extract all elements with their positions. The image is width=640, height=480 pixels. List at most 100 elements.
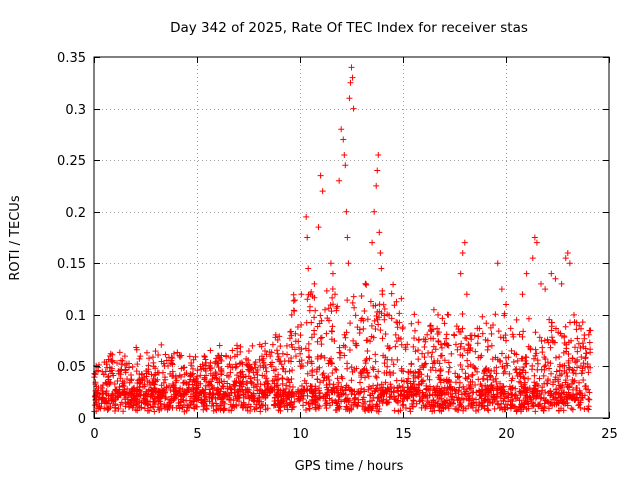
data-point: [362, 280, 369, 287]
data-point: [468, 336, 475, 343]
data-point: [111, 380, 118, 387]
data-point: [260, 390, 267, 397]
data-point: [569, 386, 576, 393]
data-point: [103, 361, 110, 368]
data-point: [375, 408, 382, 415]
data-point: [385, 345, 392, 352]
data-point: [105, 405, 112, 412]
data-point: [332, 291, 339, 298]
data-point: [440, 377, 447, 384]
data-point: [482, 366, 489, 373]
data-point: [133, 368, 140, 375]
data-point: [113, 387, 120, 394]
data-point: [229, 347, 236, 354]
data-point: [428, 353, 435, 360]
data-point: [191, 378, 198, 385]
data-point: [580, 376, 587, 383]
data-point: [439, 315, 446, 322]
data-point: [459, 249, 466, 256]
data-point: [214, 379, 221, 386]
data-point: [107, 350, 114, 357]
data-point: [547, 360, 554, 367]
data-point: [543, 380, 550, 387]
data-point: [253, 401, 260, 408]
data-point: [372, 302, 379, 309]
data-point: [542, 397, 549, 404]
data-point: [333, 366, 340, 373]
data-point: [536, 402, 543, 409]
data-point: [149, 354, 156, 361]
data-point: [329, 323, 336, 330]
data-point: [520, 328, 527, 335]
data-point: [366, 355, 373, 362]
data-point: [500, 383, 507, 390]
y-tick-label: 0: [78, 412, 86, 427]
data-point: [170, 350, 177, 357]
data-point: [348, 364, 355, 371]
data-point: [432, 402, 439, 409]
data-point: [203, 393, 210, 400]
data-point: [271, 397, 278, 404]
data-point: [524, 386, 531, 393]
data-point: [453, 387, 460, 394]
data-point: [152, 348, 159, 355]
data-point: [317, 312, 324, 319]
data-point: [203, 406, 210, 413]
data-point: [317, 395, 324, 402]
data-point: [444, 342, 451, 349]
data-point: [133, 346, 140, 353]
data-point: [281, 389, 288, 396]
data-point: [513, 407, 520, 414]
data-point: [296, 397, 303, 404]
data-point: [203, 372, 210, 379]
data-point: [474, 368, 481, 375]
data-point: [502, 354, 509, 361]
data-point: [132, 406, 139, 413]
data-point: [320, 370, 327, 377]
data-point: [545, 376, 552, 383]
data-point: [99, 388, 106, 395]
data-point: [339, 386, 346, 393]
data-point: [181, 371, 188, 378]
data-point: [474, 340, 481, 347]
data-point: [181, 401, 188, 408]
data-point: [334, 389, 341, 396]
data-point: [484, 396, 491, 403]
data-point: [550, 381, 557, 388]
data-point: [469, 378, 476, 385]
data-point: [347, 405, 354, 412]
data-point: [396, 383, 403, 390]
data-point: [118, 366, 125, 373]
data-point: [548, 319, 555, 326]
data-point: [290, 297, 297, 304]
data-point: [316, 385, 323, 392]
data-point: [584, 360, 591, 367]
data-point: [121, 386, 128, 393]
data-point: [143, 390, 150, 397]
data-point: [534, 366, 541, 373]
data-point: [116, 349, 123, 356]
data-point: [237, 373, 244, 380]
data-point: [573, 390, 580, 397]
data-point: [317, 335, 324, 342]
data-point: [452, 341, 459, 348]
data-point: [455, 374, 462, 381]
data-point: [560, 389, 567, 396]
data-point: [228, 407, 235, 414]
data-point: [434, 392, 441, 399]
data-point: [118, 399, 125, 406]
data-point: [295, 338, 302, 345]
data-point: [428, 401, 435, 408]
data-point: [361, 406, 368, 413]
data-point: [577, 363, 584, 370]
data-point: [552, 374, 559, 381]
data-point: [143, 367, 150, 374]
data-point: [117, 401, 124, 408]
data-point: [514, 357, 521, 364]
data-point: [254, 376, 261, 383]
data-point: [386, 344, 393, 351]
data-point: [263, 375, 270, 382]
data-point: [375, 151, 382, 158]
data-point: [221, 378, 228, 385]
